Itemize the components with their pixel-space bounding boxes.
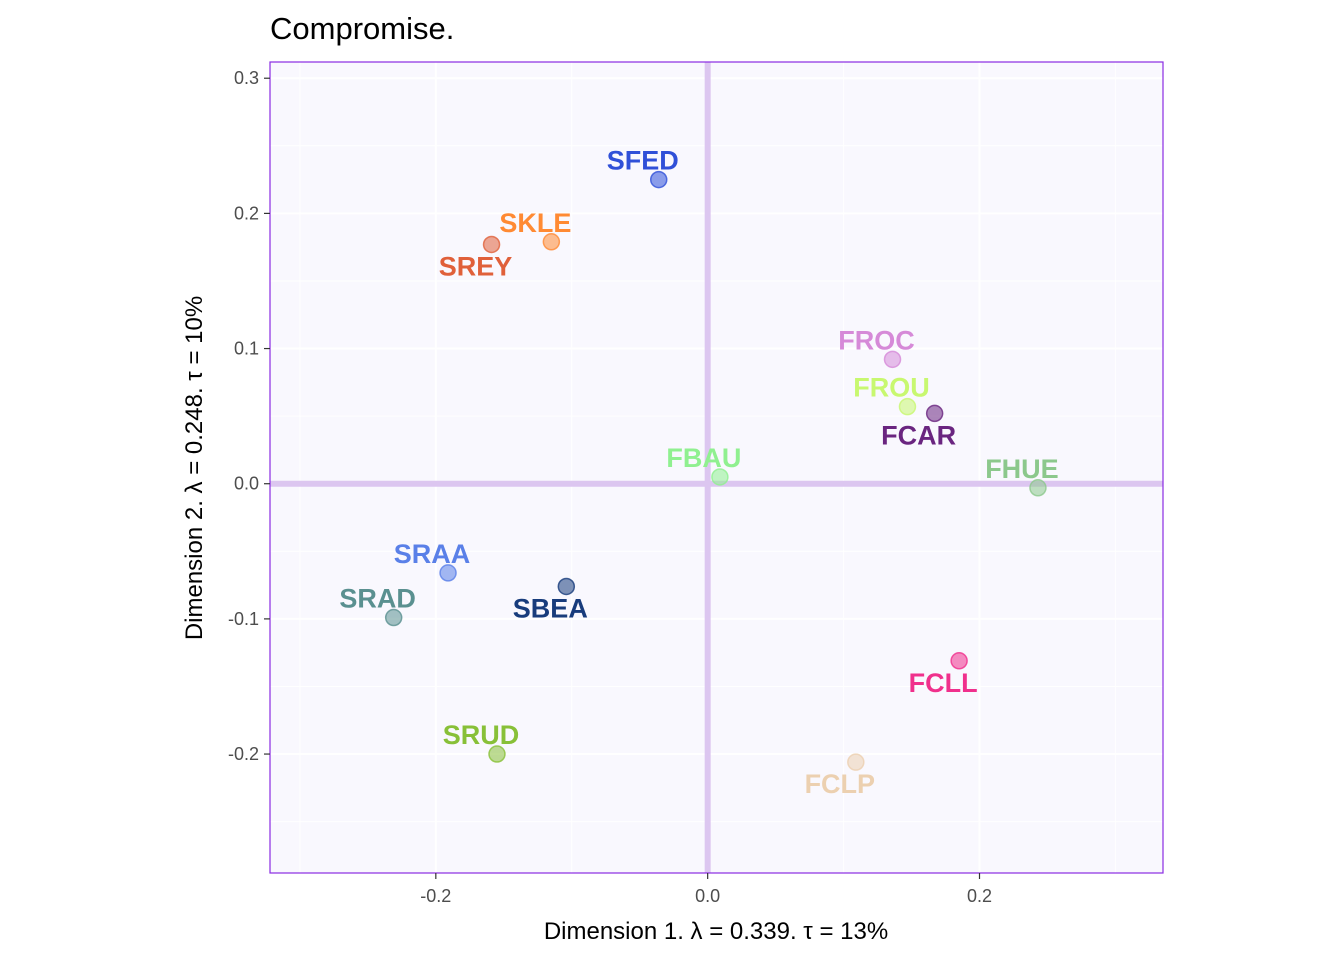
- data-points: [384, 170, 1047, 771]
- x-tick-label: -0.2: [420, 886, 451, 906]
- data-point: [542, 233, 561, 251]
- point-label: SBEA: [513, 593, 588, 623]
- y-tick-label: 0.0: [234, 474, 259, 494]
- data-point: [557, 577, 576, 596]
- y-tick-label: -0.1: [228, 609, 259, 629]
- point-label: SRUD: [443, 720, 520, 750]
- point-label: SRAA: [394, 539, 471, 569]
- point-label: SREY: [439, 251, 513, 281]
- x-axis-title: Dimension 1. λ = 0.339. τ = 13%: [544, 918, 888, 945]
- point-label: FBAU: [666, 443, 741, 473]
- data-point: [883, 350, 902, 369]
- chart-title: Compromise.: [270, 11, 454, 46]
- axis-ticks: -0.2 0.0 0.2 -0.2 -0.1 0.0 0.1 0.2 0.3: [228, 68, 992, 906]
- point-label: FROU: [853, 373, 930, 403]
- x-tick-label: 0.0: [695, 886, 720, 906]
- panel-border: [269, 61, 1164, 874]
- point-labels: SFED SKLE SREY FROC FROU FCAR FBAU FHUE SRAA SRAD…: [339, 146, 1058, 800]
- point-label: FCAR: [881, 420, 956, 450]
- data-point: [847, 753, 865, 771]
- data-point: [898, 397, 917, 416]
- data-point: [384, 608, 403, 627]
- grid: [270, 62, 1163, 873]
- point-label: SKLE: [499, 208, 571, 238]
- data-point: [711, 468, 729, 486]
- point-label: FROC: [838, 325, 915, 355]
- data-point: [1029, 479, 1047, 497]
- y-axis-title: Dimension 2. λ = 0.248. τ = 10%: [181, 296, 208, 640]
- data-point: [649, 170, 668, 189]
- x-tick-label: 0.2: [967, 886, 992, 906]
- point-label: SRAD: [339, 584, 416, 614]
- plot-panel: [270, 62, 1163, 873]
- data-point: [482, 235, 501, 254]
- point-label: FHUE: [985, 454, 1059, 484]
- y-tick-label: 0.3: [234, 68, 259, 88]
- y-tick-label: 0.2: [234, 203, 259, 223]
- y-tick-label: 0.1: [234, 339, 259, 359]
- point-label: SFED: [607, 146, 679, 176]
- data-point: [488, 745, 506, 763]
- point-label: FCLL: [909, 668, 978, 698]
- point-label: FCLP: [805, 769, 876, 799]
- data-point: [950, 652, 968, 670]
- y-tick-label: -0.2: [228, 744, 259, 764]
- data-point: [439, 564, 457, 582]
- data-point: [925, 404, 944, 423]
